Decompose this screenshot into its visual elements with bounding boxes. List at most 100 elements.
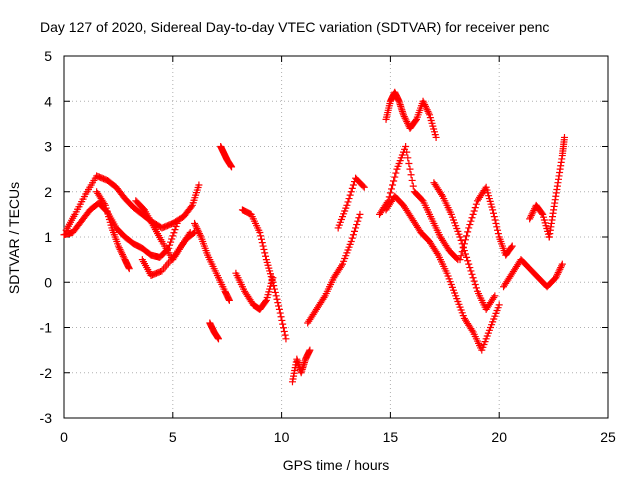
data-point <box>168 235 176 243</box>
data-point <box>345 195 353 203</box>
data-point <box>464 257 472 265</box>
data-point <box>466 264 474 272</box>
data-point <box>470 277 478 285</box>
data-point <box>492 219 500 227</box>
data-point <box>271 288 279 296</box>
data-point <box>507 243 515 251</box>
data-point <box>167 238 175 246</box>
data-point <box>356 210 364 218</box>
data-point <box>421 101 429 109</box>
data-point <box>171 226 179 234</box>
data-point <box>262 297 270 305</box>
data-point <box>280 327 288 335</box>
data-point <box>191 219 199 227</box>
data-point <box>350 227 358 235</box>
data-point <box>400 113 408 121</box>
data-point <box>553 272 561 280</box>
data-points <box>60 88 568 386</box>
series-sat-f <box>191 219 233 304</box>
data-point <box>557 264 565 272</box>
data-point <box>354 217 362 225</box>
data-point <box>274 299 282 307</box>
data-point <box>119 252 127 260</box>
data-point <box>529 208 537 216</box>
x-tick-label: 0 <box>60 429 68 445</box>
data-point <box>276 309 284 317</box>
data-point <box>257 235 265 243</box>
chart-title: Day 127 of 2020, Sidereal Day-to-day VTE… <box>40 19 549 35</box>
y-tick-label: 2 <box>44 184 52 200</box>
data-point <box>555 267 563 275</box>
data-point <box>406 165 414 173</box>
data-point <box>407 171 415 179</box>
data-point <box>275 305 283 313</box>
data-point <box>117 247 125 255</box>
series-sat-o <box>382 192 503 354</box>
y-tick-label: -1 <box>40 320 53 336</box>
data-point <box>344 198 352 206</box>
data-point <box>352 224 360 232</box>
data-point <box>526 215 534 223</box>
x-tick-label: 15 <box>383 429 399 445</box>
data-point <box>508 242 516 250</box>
data-point <box>553 270 561 278</box>
data-point <box>383 198 391 206</box>
data-point <box>337 262 345 270</box>
data-point <box>277 313 285 321</box>
data-point <box>347 238 355 246</box>
data-point <box>389 181 397 189</box>
data-point <box>348 184 356 192</box>
series-sat-j <box>232 269 277 313</box>
data-point <box>438 191 446 199</box>
data-point <box>281 331 289 339</box>
data-point <box>403 118 411 126</box>
series-sat-g <box>206 319 222 343</box>
series-sat-s <box>500 256 566 291</box>
data-point <box>401 114 409 122</box>
data-point <box>386 189 394 197</box>
data-point <box>425 109 433 117</box>
data-point <box>195 181 203 189</box>
series-sat-l <box>304 210 364 327</box>
data-point <box>489 209 497 217</box>
data-point <box>118 251 126 259</box>
data-point <box>463 253 471 261</box>
series-sat-r <box>456 183 516 264</box>
data-point <box>306 346 314 354</box>
data-point <box>278 316 286 324</box>
x-tick-label: 10 <box>274 429 290 445</box>
data-point <box>468 270 476 278</box>
data-point <box>490 213 498 221</box>
data-point <box>468 214 476 222</box>
data-point <box>194 226 202 234</box>
data-point <box>195 230 203 238</box>
y-tick-label: 5 <box>44 48 52 64</box>
data-point <box>353 221 361 229</box>
data-point <box>471 281 479 289</box>
series-sat-p <box>376 143 462 264</box>
data-point <box>405 159 413 167</box>
data-point <box>456 233 464 241</box>
series-sat-t <box>526 201 553 241</box>
data-point <box>196 231 204 239</box>
series-sat-b <box>62 172 203 234</box>
data-point <box>489 206 497 214</box>
series-sat-m <box>334 174 368 232</box>
data-point <box>118 249 126 257</box>
data-point <box>189 229 197 237</box>
data-point <box>408 176 416 184</box>
data-point <box>495 301 503 309</box>
x-axis-label: GPS time / hours <box>283 457 390 473</box>
data-point <box>390 177 398 185</box>
data-point <box>557 262 565 270</box>
data-point <box>412 116 420 124</box>
data-point <box>472 284 480 292</box>
axis-ticks: 0 5 10 15 20 25 -3 -2 -1 0 1 2 3 4 5 <box>40 48 616 445</box>
data-point <box>169 232 177 240</box>
x-tick-label: 25 <box>600 429 616 445</box>
data-point <box>125 265 133 273</box>
data-point <box>272 292 280 300</box>
x-tick-label: 20 <box>491 429 507 445</box>
x-tick-label: 5 <box>169 429 177 445</box>
data-point <box>494 230 502 238</box>
